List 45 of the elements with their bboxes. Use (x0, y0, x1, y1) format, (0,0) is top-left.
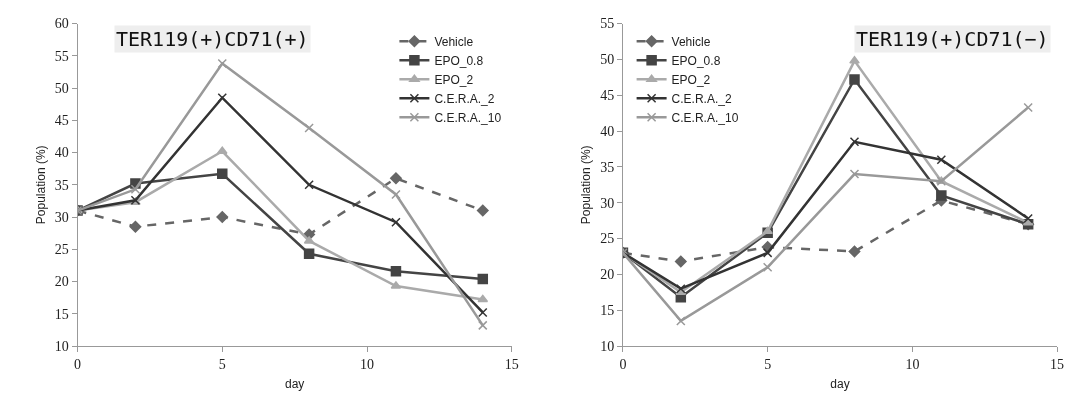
y-tick-label: 20 (54, 274, 69, 290)
y-tick-label: 50 (54, 80, 69, 96)
y-tick-label: 35 (600, 159, 615, 175)
x-tick-label: 0 (619, 356, 627, 372)
chart-title: TER119(+)CD71(+) (116, 27, 309, 51)
x-tick-label: 5 (764, 356, 772, 372)
x-tick-label: 15 (1050, 356, 1065, 372)
y-tick-label: 25 (600, 231, 615, 247)
y-axis-title: Population (%) (579, 145, 594, 225)
chart-title: TER119(+)CD71(−) (856, 27, 1049, 51)
y-tick-label: 50 (600, 52, 615, 68)
x-axis-title: day (284, 376, 305, 391)
legend-label: C.E.R.A._10 (671, 110, 739, 125)
y-tick-label: 35 (54, 177, 69, 193)
legend-label: Vehicle (671, 34, 711, 49)
legend-label: Vehicle (434, 34, 474, 49)
x-tick-label: 10 (360, 356, 374, 372)
y-tick-label: 20 (600, 267, 615, 283)
x-axis-title: day (830, 376, 850, 391)
legend-label: EPO_2 (434, 72, 474, 87)
x-tick-label: 10 (905, 356, 920, 372)
y-axis-title: Population (%) (34, 145, 49, 225)
y-tick-label: 40 (54, 145, 69, 161)
y-tick-label: 10 (600, 338, 615, 354)
y-tick-label: 15 (600, 303, 615, 319)
legend-label: EPO_0.8 (434, 53, 484, 68)
y-tick-label: 60 (54, 16, 69, 32)
y-tick-label: 55 (600, 16, 615, 32)
y-tick-label: 45 (54, 113, 69, 129)
x-tick-label: 15 (504, 356, 519, 372)
legend-label: C.E.R.A._2 (434, 91, 495, 106)
y-tick-label: 30 (600, 195, 615, 211)
y-tick-label: 55 (54, 48, 69, 64)
legend-label: C.E.R.A._10 (434, 110, 502, 125)
legend-label: C.E.R.A._2 (671, 91, 732, 106)
y-tick-label: 40 (600, 123, 615, 139)
x-tick-label: 5 (218, 356, 226, 372)
y-tick-label: 25 (54, 242, 69, 258)
legend-label: EPO_2 (671, 72, 711, 87)
y-tick-label: 10 (54, 338, 69, 354)
y-tick-label: 45 (600, 88, 615, 104)
y-tick-label: 15 (54, 306, 69, 322)
x-tick-label: 0 (74, 356, 82, 372)
legend-label: EPO_0.8 (671, 53, 721, 68)
y-tick-label: 30 (54, 209, 69, 225)
